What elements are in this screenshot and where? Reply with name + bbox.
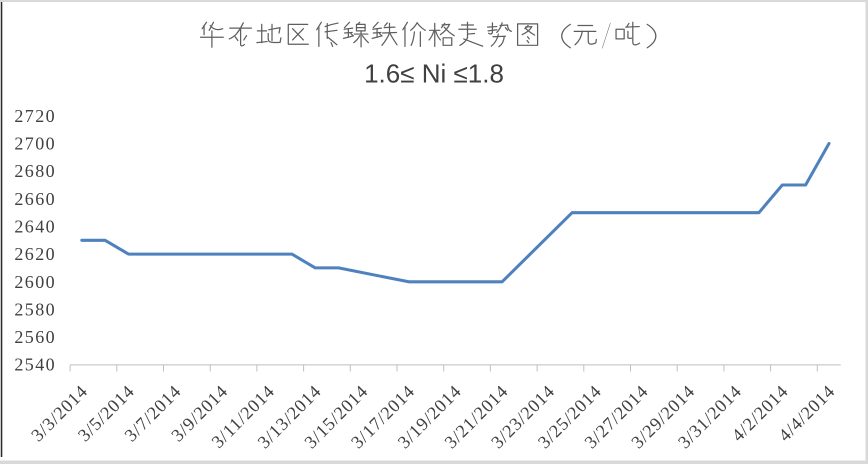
svg-text:1.6≤ Ni ≤1.8: 1.6≤ Ni ≤1.8 xyxy=(364,59,504,89)
svg-text:2580: 2580 xyxy=(14,299,56,319)
svg-text:2620: 2620 xyxy=(14,244,56,264)
svg-text:2700: 2700 xyxy=(14,134,56,154)
svg-text:2660: 2660 xyxy=(14,189,56,209)
svg-text:2540: 2540 xyxy=(14,355,56,375)
svg-text:2680: 2680 xyxy=(14,161,56,181)
svg-text:2560: 2560 xyxy=(14,327,56,347)
svg-text:2600: 2600 xyxy=(14,272,56,292)
svg-text:2720: 2720 xyxy=(14,106,56,126)
svg-text:2640: 2640 xyxy=(14,217,56,237)
